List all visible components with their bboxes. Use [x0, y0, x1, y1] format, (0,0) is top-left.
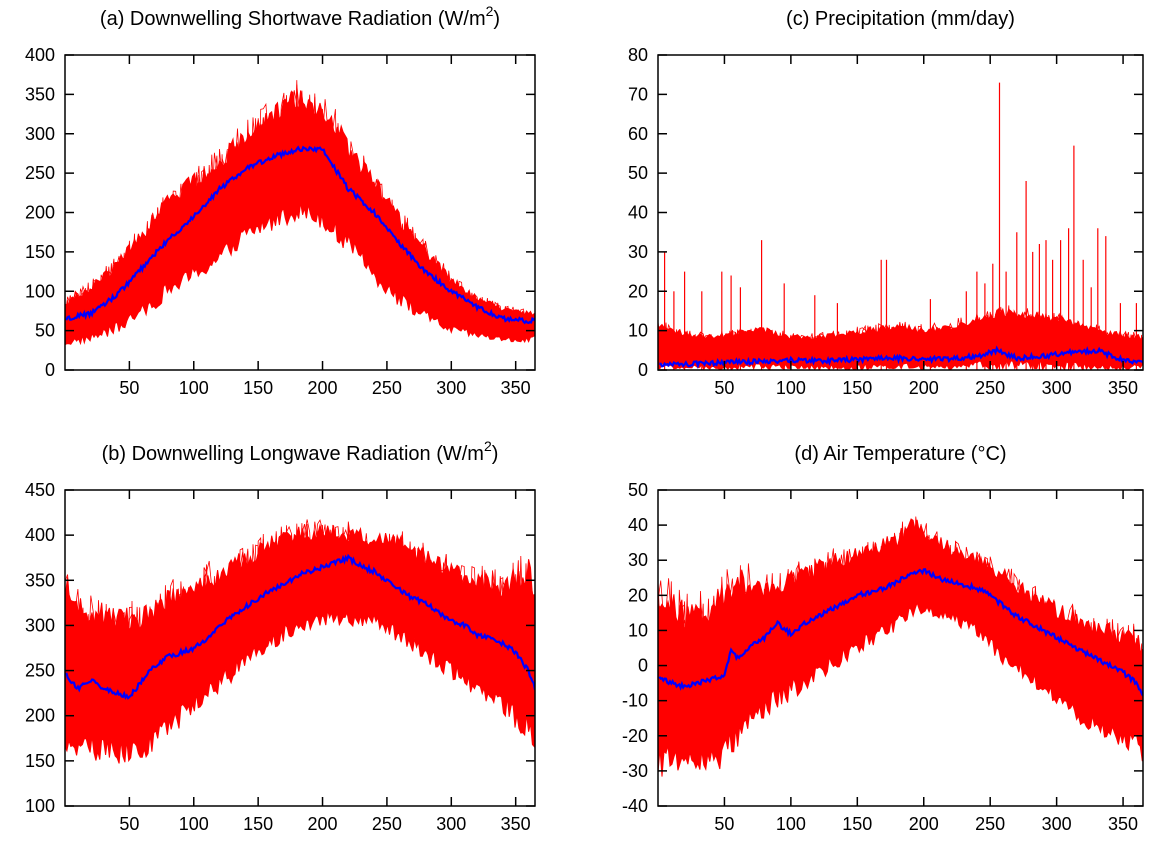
panel-c-xtick-label: 250 [975, 378, 1005, 398]
panel-a-ytick-label: 300 [25, 124, 55, 144]
panel-b-xtick-label: 350 [501, 814, 531, 834]
panel-b-ytick-label: 250 [25, 661, 55, 681]
panel-b-title: (b) Downwelling Longwave Radiation (W/m2… [102, 438, 499, 465]
panel-a-ytick-label: 400 [25, 45, 55, 65]
panel-a-title: (a) Downwelling Shortwave Radiation (W/m… [100, 3, 500, 30]
panel-b-xtick-label: 200 [308, 814, 338, 834]
panel-d-ytick-label: -10 [622, 691, 648, 711]
panel-a-ytick-label: 250 [25, 163, 55, 183]
panel-a-ytick-label: 350 [25, 84, 55, 104]
panel-b-title-superscript: 2 [484, 438, 492, 454]
panel-a-ytick-label: 100 [25, 281, 55, 301]
panel-c-ytick-label: 60 [628, 124, 648, 144]
panel-a-group: 50 100 150 200 250 300 350 0 50 100 150 200 250 300 35… [25, 3, 536, 398]
panel-a-ytick-label: 0 [45, 360, 55, 380]
panel-b-xtick-label: 300 [436, 814, 466, 834]
panel-c-ytick-label: 40 [628, 203, 648, 223]
panel-c-ytick-label: 80 [628, 45, 648, 65]
panel-b-ytick-label: 300 [25, 615, 55, 635]
panel-d-ytick-label: 10 [628, 620, 648, 640]
panel-b-xtick-label: 50 [119, 814, 139, 834]
panel-c-group: 50 100 150 200 250 300 350 0 10 20 30 40 50 60 70 80 (c)… [628, 8, 1144, 398]
panel-c-ytick-label: 0 [638, 360, 648, 380]
panel-a-xtick-label: 250 [372, 378, 402, 398]
panel-a-ytick-label: 150 [25, 242, 55, 262]
panel-c-xtick-label: 200 [909, 378, 939, 398]
panel-d-group: 50 100 150 200 250 300 350 -40 -30 -20 -10 0 10 20 30 4… [622, 443, 1144, 834]
panel-c-xtick-label: 350 [1108, 378, 1138, 398]
panel-d-plot-area [658, 516, 1143, 777]
panel-b-ytick-label: 400 [25, 525, 55, 545]
panel-b-ensemble-member [65, 521, 535, 726]
panel-d-xtick-label: 150 [842, 814, 872, 834]
panel-a-xtick-label: 200 [308, 378, 338, 398]
panel-b-plot-area [65, 519, 535, 764]
panel-d-ytick-label: 20 [628, 585, 648, 605]
panel-a-xtick-label: 350 [501, 378, 531, 398]
panel-d-mean-line [658, 568, 1143, 697]
panel-c-ytick-label: 30 [628, 242, 648, 262]
panel-a-ensemble-member [65, 84, 535, 338]
panel-c-xtick-label: 100 [776, 378, 806, 398]
panel-c-ytick-label: 50 [628, 163, 648, 183]
panel-c-xtick-label: 150 [842, 378, 872, 398]
panel-c-xtick-label: 50 [714, 378, 734, 398]
panel-a-xtick-label: 50 [119, 378, 139, 398]
panel-b-ytick-label: 150 [25, 751, 55, 771]
panel-d-ytick-label: -20 [622, 726, 648, 746]
panel-b-xtick-label: 250 [372, 814, 402, 834]
panel-b-title-close: ) [492, 443, 499, 465]
panel-d-ytick-label: 0 [638, 656, 648, 676]
panel-c-title: (c) Precipitation (mm/day) [786, 8, 1015, 30]
panel-d-xtick-label: 250 [975, 814, 1005, 834]
panel-b-mean-line [65, 553, 535, 700]
panel-b-ytick-label: 200 [25, 706, 55, 726]
panel-d-ensemble-member [658, 516, 1143, 731]
panel-d-xtick-label: 50 [714, 814, 734, 834]
panel-d-ytick-label: 30 [628, 550, 648, 570]
panel-d-ensemble-member [658, 524, 1143, 747]
panel-b-group: 50 100 150 200 250 300 350 100 150 200 250 300 350 40… [25, 438, 536, 834]
panel-c-ytick-label: 10 [628, 321, 648, 341]
panel-a-plot-area [65, 80, 535, 346]
panel-a-mean-line [65, 145, 535, 325]
panel-b-ensemble-member [65, 519, 535, 731]
panel-d-xtick-label: 350 [1108, 814, 1138, 834]
panel-a-xtick-label: 100 [179, 378, 209, 398]
panel-a-xtick-label: 300 [436, 378, 466, 398]
panel-b-title-text: (b) Downwelling Longwave Radiation (W/m [102, 443, 484, 465]
panel-d-ytick-label: -30 [622, 761, 648, 781]
panel-d-title-text: (d) Air Temperature (°C) [794, 443, 1006, 465]
panel-a-title-text: (a) Downwelling Shortwave Radiation (W/m [100, 8, 486, 30]
panel-b-ytick-label: 350 [25, 570, 55, 590]
panel-d-xtick-label: 200 [909, 814, 939, 834]
panel-c-plot-area [658, 82, 1143, 370]
panel-a-title-close: ) [493, 8, 500, 30]
panel-d-frame [657, 489, 1144, 807]
panel-b-xtick-label: 150 [243, 814, 273, 834]
panel-c-title-text: (c) Precipitation (mm/day) [786, 8, 1015, 30]
panel-c-ytick-label: 20 [628, 281, 648, 301]
panel-b-ytick-label: 100 [25, 796, 55, 816]
panel-c-mean-line [659, 345, 1143, 370]
panel-a-ytick-label: 50 [35, 321, 55, 341]
panel-c-ytick-label: 70 [628, 84, 648, 104]
panel-d-xtick-label: 100 [776, 814, 806, 834]
panel-b-ytick-label: 450 [25, 480, 55, 500]
panel-b-xtick-label: 100 [179, 814, 209, 834]
panel-b-ensemble-member [65, 525, 535, 738]
panel-a-title-superscript: 2 [486, 3, 494, 19]
panel-d-ytick-label: -40 [622, 796, 648, 816]
panel-d-ytick-label: 40 [628, 515, 648, 535]
panel-a-ytick-label: 200 [25, 203, 55, 223]
panel-b-frame [64, 489, 536, 807]
panel-d-xtick-label: 300 [1042, 814, 1072, 834]
panel-c-xtick-label: 300 [1042, 378, 1072, 398]
panel-d-title: (d) Air Temperature (°C) [794, 443, 1006, 465]
panel-a-ensemble-member [65, 80, 534, 339]
panel-d-ytick-label: 50 [628, 480, 648, 500]
panel-a-xtick-label: 150 [243, 378, 273, 398]
